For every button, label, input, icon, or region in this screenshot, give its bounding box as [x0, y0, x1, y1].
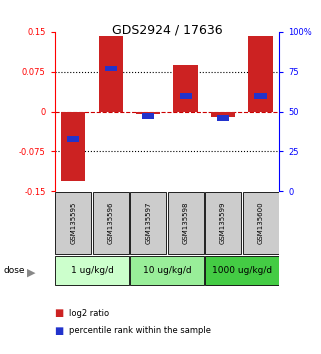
FancyBboxPatch shape — [130, 192, 166, 254]
Text: ▶: ▶ — [27, 268, 36, 278]
Text: 1 ug/kg/d: 1 ug/kg/d — [71, 266, 113, 275]
FancyBboxPatch shape — [205, 192, 241, 254]
Text: GSM135600: GSM135600 — [257, 202, 264, 244]
Text: percentile rank within the sample: percentile rank within the sample — [69, 326, 211, 336]
Text: GSM135596: GSM135596 — [108, 202, 114, 244]
Text: 10 ug/kg/d: 10 ug/kg/d — [143, 266, 191, 275]
Bar — [179, 93, 192, 98]
FancyBboxPatch shape — [93, 192, 129, 254]
Text: dose: dose — [3, 266, 25, 275]
Text: GDS2924 / 17636: GDS2924 / 17636 — [112, 23, 222, 36]
Text: 1000 ug/kg/d: 1000 ug/kg/d — [212, 266, 272, 275]
Bar — [105, 65, 117, 72]
Bar — [173, 65, 198, 112]
Bar — [255, 93, 267, 98]
FancyBboxPatch shape — [55, 256, 129, 285]
Bar — [61, 112, 85, 181]
Text: ■: ■ — [55, 326, 64, 336]
Text: ■: ■ — [55, 308, 64, 318]
Text: GSM135597: GSM135597 — [145, 202, 151, 244]
Bar — [142, 113, 154, 119]
FancyBboxPatch shape — [205, 256, 279, 285]
FancyBboxPatch shape — [55, 192, 91, 254]
Bar — [248, 36, 273, 112]
FancyBboxPatch shape — [243, 192, 279, 254]
Bar — [99, 36, 123, 112]
FancyBboxPatch shape — [130, 256, 204, 285]
Text: GSM135595: GSM135595 — [70, 202, 76, 244]
Text: log2 ratio: log2 ratio — [69, 309, 109, 318]
Bar — [136, 112, 160, 114]
Bar — [217, 115, 229, 121]
FancyBboxPatch shape — [168, 192, 204, 254]
Text: GSM135598: GSM135598 — [183, 202, 189, 244]
Bar — [67, 136, 79, 142]
Bar — [211, 112, 235, 117]
Text: GSM135599: GSM135599 — [220, 202, 226, 244]
